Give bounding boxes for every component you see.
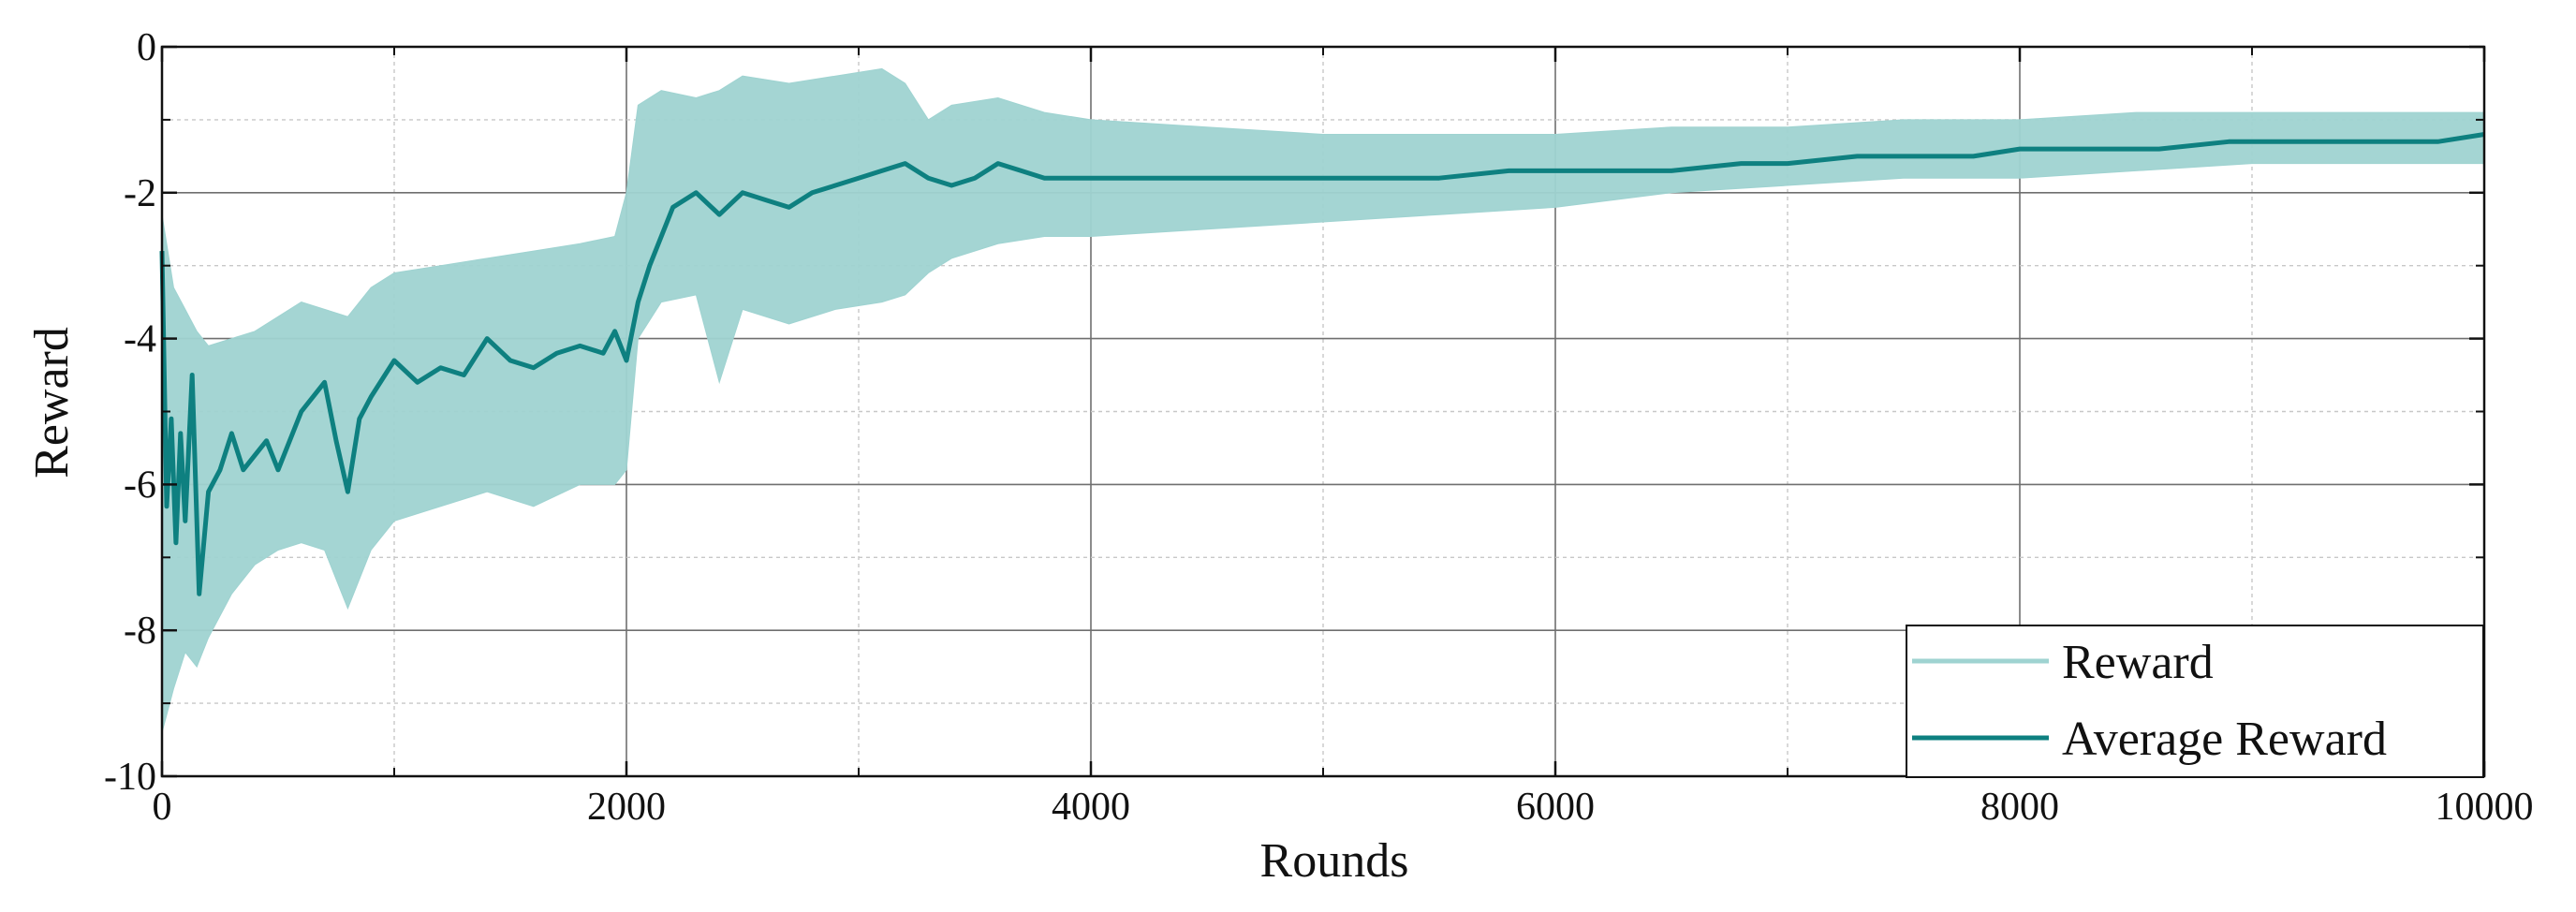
y-tick-label-2: -6 bbox=[124, 463, 156, 507]
x-tick-label-1: 2000 bbox=[587, 786, 666, 829]
x-axis-title: Rounds bbox=[1260, 834, 1409, 888]
tick-labels: 0 2000 4000 6000 8000 10000 -10 -8 -6 -4 -2 0 bbox=[104, 26, 2534, 829]
y-tick-label-1: -8 bbox=[124, 610, 156, 653]
legend-label-average-reward: Average Reward bbox=[2062, 713, 2387, 766]
legend-box bbox=[1906, 625, 2484, 778]
x-tick-label-5: 10000 bbox=[2436, 786, 2534, 829]
y-axis-title: Reward bbox=[25, 327, 79, 478]
average-reward-line bbox=[159, 132, 2485, 596]
x-tick-label-3: 6000 bbox=[1516, 786, 1595, 829]
x-tick-label-4: 8000 bbox=[1980, 786, 2059, 829]
y-tick-label-3: -4 bbox=[124, 318, 156, 361]
x-tick-label-0: 0 bbox=[153, 786, 172, 829]
y-tick-label-0: -10 bbox=[104, 756, 156, 799]
x-tick-label-2: 4000 bbox=[1052, 786, 1130, 829]
legend: Reward Average Reward bbox=[1906, 625, 2484, 778]
y-tick-label-5: 0 bbox=[137, 26, 156, 69]
y-tick-label-4: -2 bbox=[124, 172, 156, 215]
average-reward-line-group bbox=[159, 132, 2485, 596]
legend-label-reward: Reward bbox=[2062, 636, 2214, 689]
